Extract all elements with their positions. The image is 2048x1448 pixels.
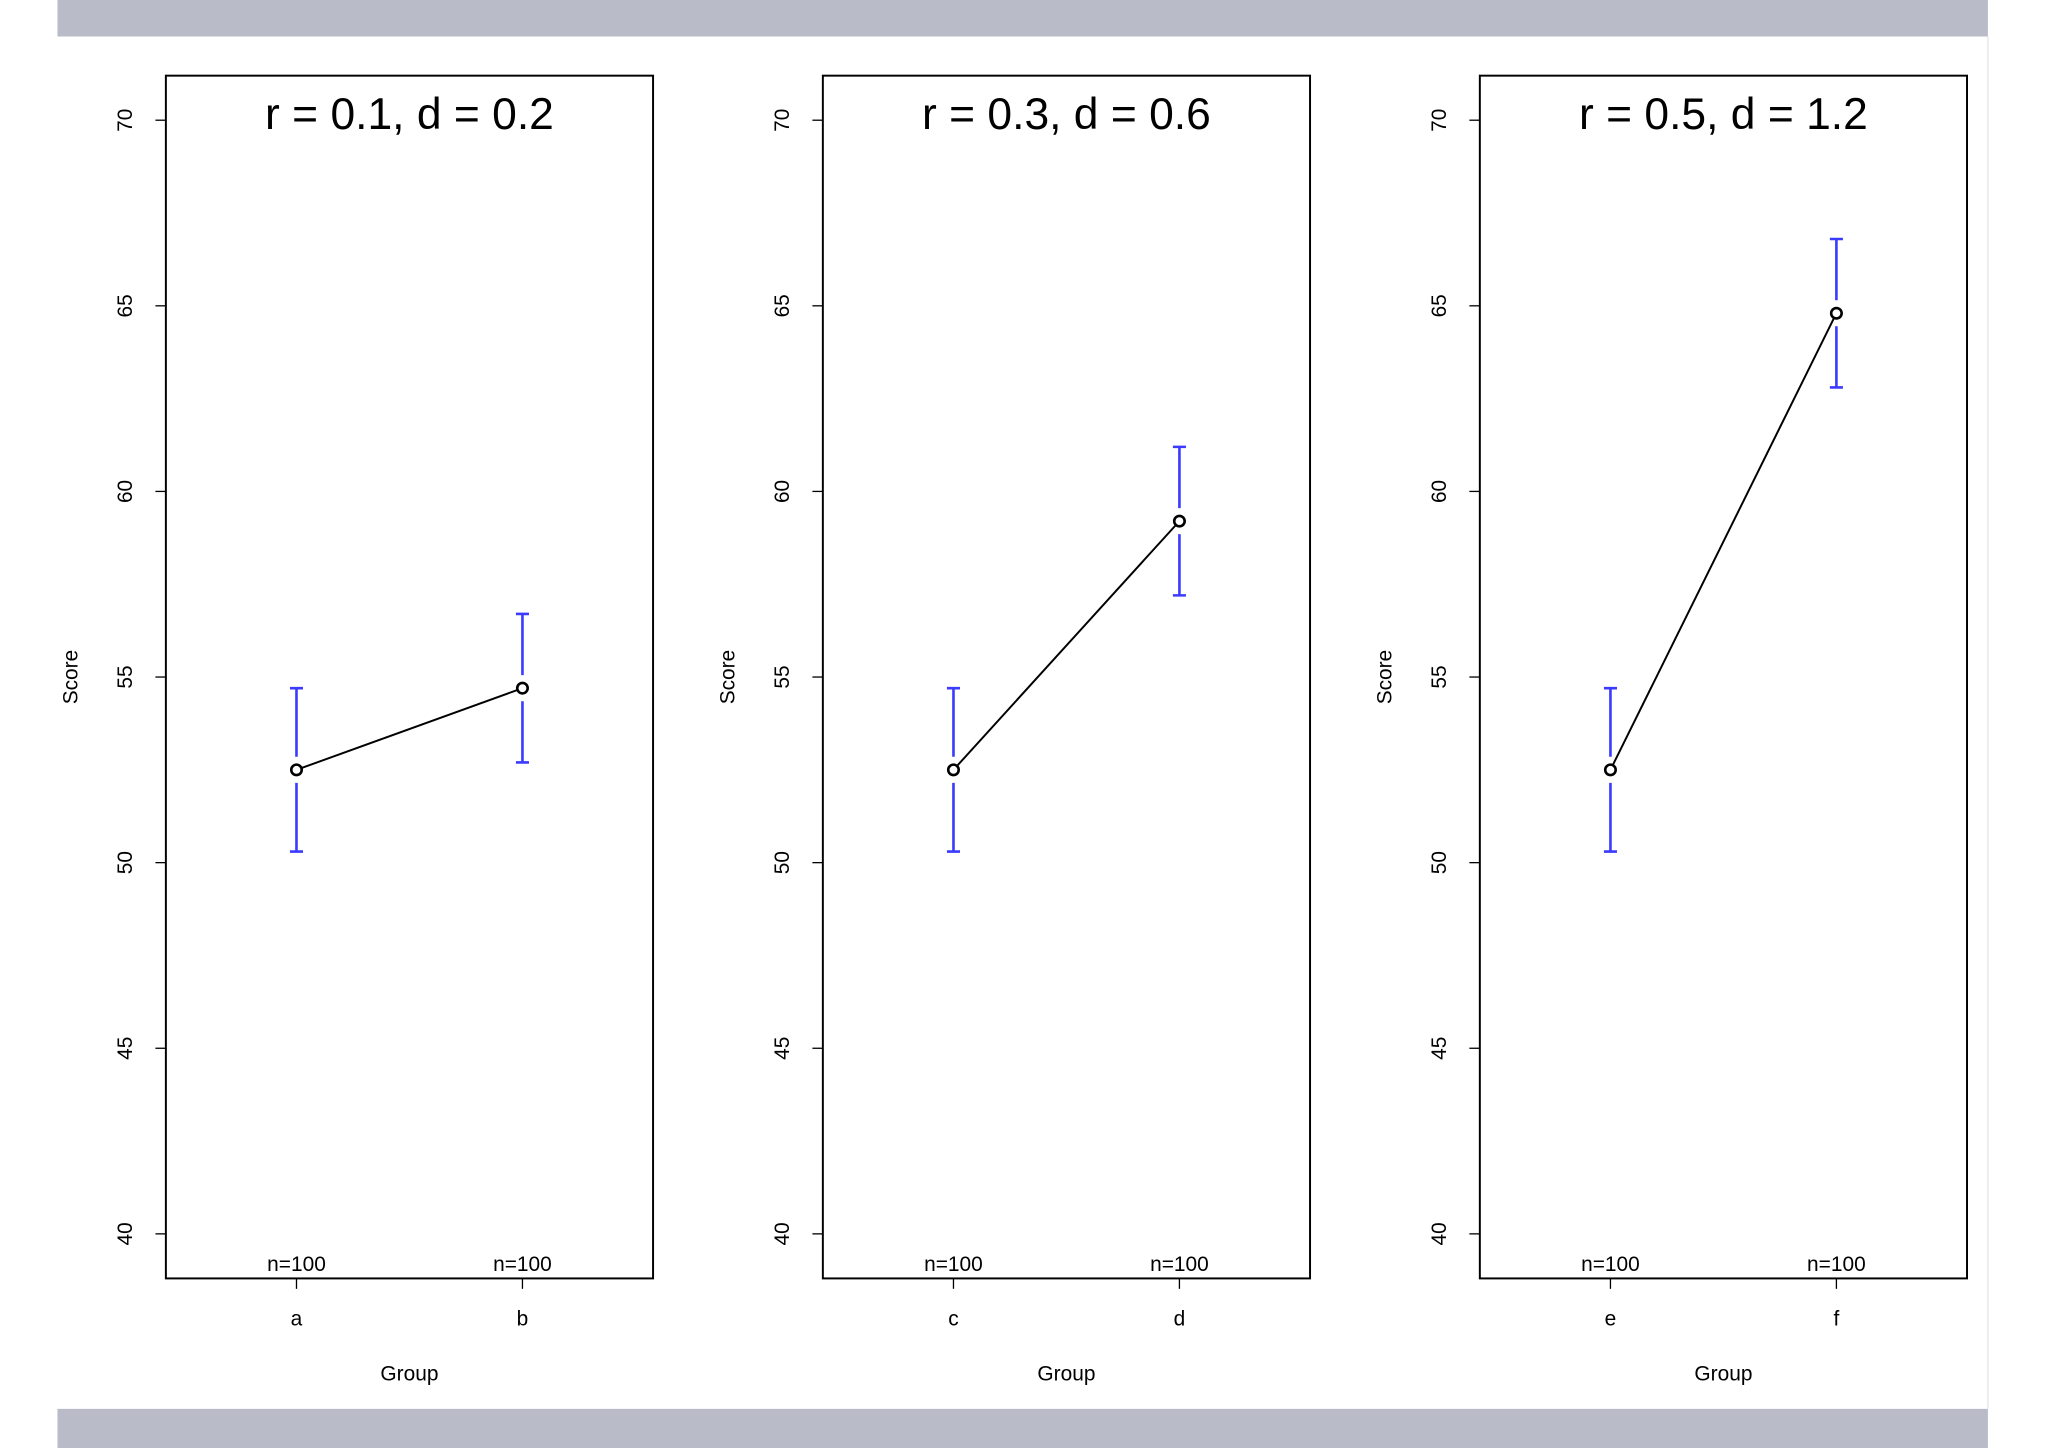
y-axis-title: Score xyxy=(1373,650,1396,705)
error-bar xyxy=(946,686,960,853)
error-bar xyxy=(1172,445,1186,597)
plot-frame xyxy=(164,74,655,1280)
y-tick-label: 55 xyxy=(1428,665,1451,688)
y-tick-label: 50 xyxy=(771,851,794,874)
chart-title: r = 0.3, d = 0.6 xyxy=(922,90,1211,139)
y-tick-label: 50 xyxy=(114,851,137,874)
x-tick-label: e xyxy=(1605,1308,1617,1331)
y-tick-label: 65 xyxy=(771,294,794,317)
x-tick-label: c xyxy=(948,1308,958,1331)
x-tick-label: f xyxy=(1834,1308,1840,1331)
n-label: n=100 xyxy=(1807,1253,1866,1276)
n-label: n=100 xyxy=(924,1253,983,1276)
error-bar xyxy=(515,612,529,764)
y-tick-label: 70 xyxy=(114,109,137,132)
y-tick-label: 60 xyxy=(114,480,137,503)
y-axis-title: Score xyxy=(716,650,739,705)
n-label: n=100 xyxy=(493,1253,552,1276)
y-tick-label: 45 xyxy=(771,1037,794,1060)
top-band xyxy=(57,0,1991,37)
x-axis-title: Group xyxy=(1037,1362,1095,1385)
error-bar xyxy=(289,686,304,853)
plot-frame xyxy=(821,74,1312,1280)
point xyxy=(289,763,304,777)
n-label: n=100 xyxy=(267,1253,326,1276)
n-label: n=100 xyxy=(1150,1253,1209,1276)
point xyxy=(946,763,960,777)
n-label: n=100 xyxy=(1581,1253,1640,1276)
x-tick-label: b xyxy=(517,1308,529,1331)
point xyxy=(515,681,529,695)
bottom-band xyxy=(57,1408,1991,1448)
line xyxy=(296,687,523,771)
x-axis-title: Group xyxy=(380,1362,438,1385)
x-axis-title: Group xyxy=(1694,1362,1752,1385)
chart-title: r = 0.1, d = 0.2 xyxy=(265,90,554,139)
error-bar xyxy=(1829,237,1843,389)
y-tick-label: 70 xyxy=(1428,109,1451,132)
point xyxy=(1603,763,1617,777)
x-tick-label: d xyxy=(1174,1308,1186,1331)
plot-frame xyxy=(1478,74,1968,1280)
y-tick-label: 65 xyxy=(1428,294,1451,317)
y-tick-label: 45 xyxy=(1428,1037,1451,1060)
x-tick-label: a xyxy=(291,1308,303,1331)
line xyxy=(952,520,1181,771)
y-tick-label: 60 xyxy=(771,480,794,503)
y-tick-label: 40 xyxy=(1428,1222,1451,1245)
y-tick-label: 55 xyxy=(114,665,137,688)
y-tick-label: 60 xyxy=(1428,480,1451,503)
y-tick-label: 40 xyxy=(771,1222,794,1245)
y-tick-label: 50 xyxy=(1428,851,1451,874)
y-tick-label: 40 xyxy=(114,1222,137,1245)
y-tick-label: 55 xyxy=(771,665,794,688)
chart-title: r = 0.5, d = 1.2 xyxy=(1579,90,1868,139)
line xyxy=(1609,312,1838,771)
point xyxy=(1829,306,1843,320)
y-tick-label: 70 xyxy=(771,109,794,132)
y-axis-title: Score xyxy=(59,650,82,705)
point xyxy=(1172,514,1186,528)
error-bar xyxy=(1603,686,1617,853)
right-margin xyxy=(1987,0,2048,1448)
y-tick-label: 65 xyxy=(114,294,137,317)
y-tick-label: 45 xyxy=(114,1037,137,1060)
